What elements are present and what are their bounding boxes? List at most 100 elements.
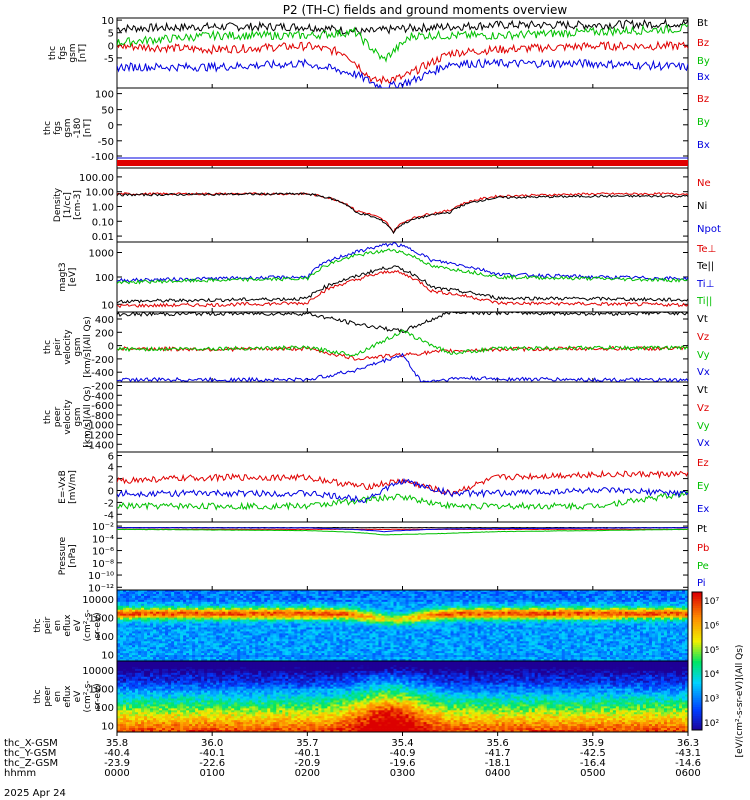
spec-cell <box>141 615 145 619</box>
spec-cell <box>135 651 139 654</box>
spec-cell <box>138 653 142 656</box>
spec-cell <box>174 605 178 609</box>
spec-cell <box>123 597 127 601</box>
spec-cell <box>123 643 127 646</box>
spec-cell <box>183 623 187 626</box>
spec-cell <box>162 617 166 620</box>
spec-cell <box>159 607 163 611</box>
spec-cell <box>120 621 124 624</box>
ylabel-line: Pressure <box>58 536 68 575</box>
series-line-Bx <box>117 57 688 88</box>
spec-cell <box>183 601 187 605</box>
ytick-label: 0 <box>108 41 114 52</box>
spec-cell <box>201 639 205 642</box>
spec-cell <box>201 625 205 628</box>
spec-cell <box>171 613 175 617</box>
spec-cell <box>144 643 148 646</box>
spec-cell <box>165 635 169 638</box>
spec-cell <box>129 655 133 658</box>
spec-cell <box>159 611 163 615</box>
spec-cell <box>129 615 133 619</box>
spec-cell <box>147 611 151 615</box>
spec-cell <box>159 637 163 640</box>
spec-cell <box>165 645 169 648</box>
spec-cell <box>123 627 127 630</box>
spec-cell <box>159 657 163 660</box>
spec-cell <box>195 651 199 654</box>
spec-cell <box>153 623 157 626</box>
spec-cell <box>120 643 124 646</box>
ytick-label: -2 <box>104 498 114 509</box>
ylabel-line: [km/s](All Qs) <box>83 386 93 448</box>
spec-cell <box>135 647 139 650</box>
spec-cell <box>117 590 121 593</box>
spec-cell <box>138 615 142 619</box>
spec-cell <box>153 599 157 603</box>
spec-cell <box>129 643 133 646</box>
spec-cell <box>183 611 187 615</box>
spec-cell <box>156 657 160 660</box>
spec-cell <box>195 629 199 632</box>
spec-cell <box>141 641 145 644</box>
spec-cell <box>195 609 199 613</box>
series-group-4 <box>117 312 688 382</box>
spec-cell <box>177 631 181 634</box>
spec-cell <box>174 599 178 603</box>
spec-cell <box>180 603 184 607</box>
spec-cell <box>177 601 181 605</box>
spec-cell <box>171 639 175 642</box>
spec-cell <box>165 657 169 660</box>
spec-cell <box>138 591 142 595</box>
spec-cell <box>153 649 157 652</box>
spec-cell <box>147 651 151 654</box>
spec-cell <box>198 613 202 617</box>
ytick-label: 0 <box>108 121 114 132</box>
spec-cell <box>144 621 148 624</box>
spec-cell <box>168 625 172 628</box>
spec-cell <box>201 601 205 605</box>
spec-cell <box>186 621 190 624</box>
series-line-Te⊥ <box>117 269 688 309</box>
spec-cell <box>201 593 205 597</box>
spec-cell <box>186 595 190 599</box>
ylabel-line: peir <box>53 338 63 356</box>
spec-cell <box>138 613 142 617</box>
spec-cell <box>165 617 169 620</box>
spec-cell <box>165 653 169 656</box>
legend-Vz: Vz <box>697 332 709 343</box>
spec-cell <box>129 645 133 648</box>
spec-cell <box>162 609 166 613</box>
spec-cell <box>192 615 196 619</box>
spec-cell <box>180 655 184 658</box>
ytick-label: 10⁻¹⁰ <box>88 571 114 582</box>
spec-cell <box>201 649 205 652</box>
spec-cell <box>120 657 124 660</box>
spec-cell <box>177 623 181 626</box>
spec-cell <box>159 659 163 662</box>
spec-cell <box>120 603 124 607</box>
spec-cell <box>156 605 160 609</box>
spec-cell <box>132 617 136 620</box>
spec-cell <box>132 593 136 597</box>
spec-cell <box>123 595 127 599</box>
spec-cell <box>159 613 163 617</box>
spec-cell <box>168 617 172 620</box>
spec-cell <box>150 639 154 642</box>
spec-cell <box>168 590 172 593</box>
spec-cell <box>123 605 127 609</box>
ylabel-line: en <box>53 691 63 702</box>
spec-cell <box>150 631 154 634</box>
spec-cell <box>195 623 199 626</box>
spec-cell <box>156 647 160 650</box>
spec-cell <box>165 593 169 597</box>
legend-Ti⊥: Ti⊥ <box>696 279 714 290</box>
spec-cell <box>129 641 133 644</box>
ylabel-line: E=-VxB <box>58 470 68 504</box>
spec-cell <box>132 623 136 626</box>
spec-cell <box>171 649 175 652</box>
spec-cell <box>165 639 169 642</box>
spec-cell <box>180 637 184 640</box>
spec-cell <box>159 623 163 626</box>
spec-cell <box>156 643 160 646</box>
